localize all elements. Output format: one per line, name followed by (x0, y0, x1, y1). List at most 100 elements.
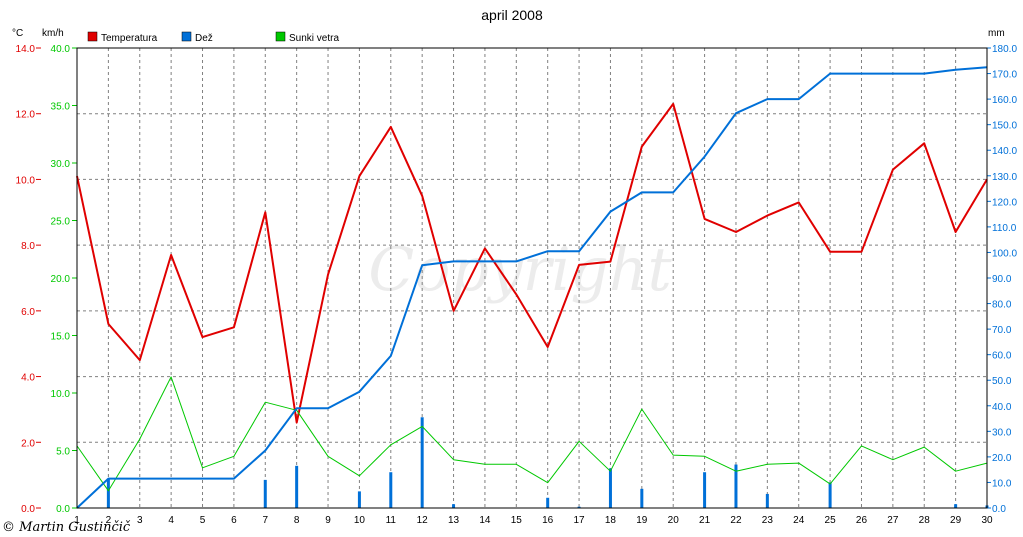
rain-tick-label: 170.0 (992, 70, 1017, 81)
rain-tick-label: 30.0 (992, 427, 1012, 438)
rain-tick-label: 150.0 (992, 121, 1017, 132)
rain-daily-bar (765, 493, 769, 508)
temp-tick-label: 6.0 (21, 307, 35, 318)
rain-cumulative-line (76, 66, 988, 509)
rain-daily-bar (828, 482, 832, 508)
rain-daily-bar (420, 417, 424, 508)
rain-daily-bar (546, 497, 550, 508)
legend: Temperatura Dež Sunki vetra (87, 31, 339, 44)
plot-frame (76, 47, 988, 509)
x-tick-label: 15 (511, 515, 523, 526)
x-tick-label: 4 (168, 515, 174, 526)
wind-tick-label: 15.0 (51, 332, 71, 343)
temperature-line (76, 102, 988, 424)
wind-tick-label: 30.0 (51, 159, 71, 170)
rain-tick-label: 50.0 (992, 376, 1012, 387)
legend-label-temp: Temperatura (101, 33, 158, 44)
temp-tick-label: 12.0 (16, 110, 36, 121)
legend-label-rain: Dež (195, 33, 213, 44)
x-tick-label: 12 (417, 515, 429, 526)
series-lines (76, 66, 988, 509)
legend-label-wind: Sunki vetra (289, 33, 339, 44)
x-tick-label: 19 (636, 515, 648, 526)
rain-daily-bars (106, 417, 989, 508)
rain-tick-label: 20.0 (992, 453, 1012, 464)
rain-tick-label: 80.0 (992, 300, 1012, 311)
rain-daily-bar (734, 464, 738, 508)
x-tick-label: 6 (231, 515, 237, 526)
axes: 1 2 3 4 5 6 7 8 9 10 11 12 13 14 15 16 17 18 19 20 21 22 23 24 2… (16, 44, 1018, 526)
legend-swatch-wind (275, 31, 286, 42)
rain-tick-label: 70.0 (992, 325, 1012, 336)
x-tick-label: 8 (294, 515, 300, 526)
rain-axis-unit: mm (988, 28, 1005, 39)
x-tick-label: 16 (542, 515, 554, 526)
rain-daily-bar (703, 472, 707, 508)
x-tick-label: 9 (325, 515, 331, 526)
x-tick-label: 3 (137, 515, 143, 526)
rain-tick-label: 40.0 (992, 402, 1012, 413)
temp-tick-label: 10.0 (16, 175, 36, 186)
rain-tick-label: 110.0 (992, 223, 1017, 234)
rain-daily-bar (577, 506, 581, 508)
x-tick-label: 17 (574, 515, 586, 526)
legend-swatch-temp (87, 31, 98, 42)
copyright-text: © Martin Gustinčič (2, 520, 131, 535)
rain-tick-label: 160.0 (992, 95, 1017, 106)
rain-daily-bar (357, 491, 361, 508)
wind-tick-label: 5.0 (56, 447, 70, 458)
rain-daily-bar (295, 465, 299, 508)
rain-tick-label: 100.0 (992, 248, 1017, 259)
temp-tick-label: 14.0 (16, 44, 36, 55)
x-tick-label: 10 (354, 515, 366, 526)
wind-tick-label: 40.0 (51, 44, 71, 55)
x-tick-label: 25 (825, 515, 837, 526)
temp-tick-label: 0.0 (21, 504, 35, 515)
wind-tick-label: 20.0 (51, 274, 71, 285)
temp-axis-unit: °C (12, 28, 23, 39)
legend-swatch-rain (181, 31, 192, 42)
rain-tick-label: 180.0 (992, 44, 1017, 55)
x-tick-label: 22 (730, 515, 742, 526)
rain-daily-bar (608, 468, 612, 508)
x-tick-label: 26 (856, 515, 868, 526)
x-tick-label: 5 (200, 515, 206, 526)
x-tick-label: 24 (793, 515, 805, 526)
rain-tick-label: 130.0 (992, 172, 1017, 183)
wind-gust-line (76, 376, 988, 492)
temp-tick-label: 8.0 (21, 241, 35, 252)
rain-daily-bar (389, 472, 393, 508)
x-tick-label: 2 (106, 515, 112, 526)
rain-daily-bar (452, 504, 456, 508)
x-tick-label: 18 (605, 515, 617, 526)
rain-daily-bar (263, 479, 267, 508)
wind-tick-label: 0.0 (56, 504, 70, 515)
x-tick-label: 21 (699, 515, 711, 526)
x-tick-label: 11 (386, 515, 397, 526)
x-tick-label: 7 (262, 515, 268, 526)
rain-tick-label: 0.0 (992, 504, 1006, 515)
x-tick-label: 30 (981, 515, 993, 526)
rain-daily-bar (954, 504, 958, 508)
chart-title: april 2008 (481, 7, 543, 23)
rain-tick-label: 10.0 (992, 478, 1012, 489)
wind-tick-label: 10.0 (51, 389, 71, 400)
x-tick-label: 29 (950, 515, 962, 526)
rain-daily-bar (640, 488, 644, 508)
temp-tick-label: 2.0 (21, 438, 35, 449)
rain-tick-label: 140.0 (992, 146, 1017, 157)
wind-axis-unit: km/h (42, 28, 64, 39)
temp-tick-label: 4.0 (21, 373, 35, 384)
wind-tick-label: 35.0 (51, 102, 71, 113)
x-tick-label: 14 (479, 515, 491, 526)
x-tick-label: 1 (74, 515, 80, 526)
x-tick-label: 23 (762, 515, 774, 526)
rain-tick-label: 90.0 (992, 274, 1012, 285)
rain-tick-label: 60.0 (992, 351, 1012, 362)
rain-tick-label: 120.0 (992, 197, 1017, 208)
x-tick-label: 28 (919, 515, 931, 526)
wind-tick-label: 25.0 (51, 217, 71, 228)
x-tick-label: 20 (668, 515, 680, 526)
